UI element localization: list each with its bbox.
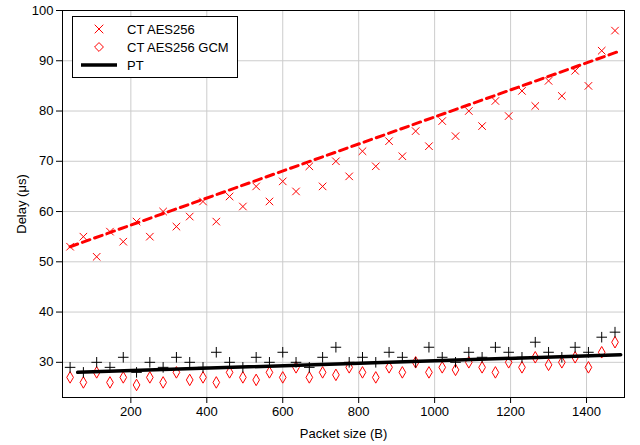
html-text:CT AES256: CT AES256 [127,21,195,37]
svg-text:1400: 1400 [572,404,601,419]
svg-text:800: 800 [348,404,370,419]
svg-text:40: 40 [39,304,53,319]
svg-text:1000: 1000 [420,404,449,419]
svg-text:90: 90 [39,53,53,68]
svg-text:Packet size (B): Packet size (B) [300,426,387,441]
svg-text:30: 30 [39,354,53,369]
svg-text:60: 60 [39,204,53,219]
svg-text:100: 100 [32,3,54,18]
svg-text:80: 80 [39,103,53,118]
svg-text:200: 200 [120,404,142,419]
svg-text:1200: 1200 [496,404,525,419]
svg-text:400: 400 [196,404,218,419]
svg-text:Delay (μs): Delay (μs) [14,174,29,234]
html-text:CT AES256 GCM: CT AES256 GCM [127,39,229,55]
svg-text:70: 70 [39,153,53,168]
svg-text:600: 600 [272,404,294,419]
svg-text:50: 50 [39,254,53,269]
html-text:PT: PT [127,57,144,73]
